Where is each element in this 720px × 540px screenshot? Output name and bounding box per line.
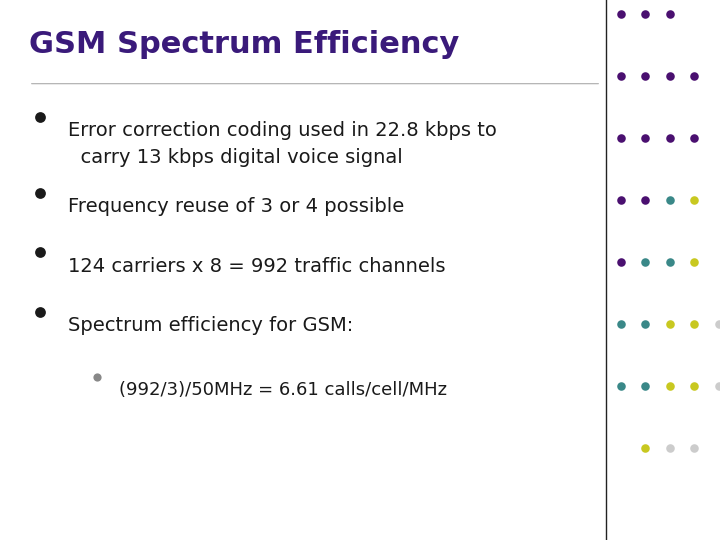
Text: Spectrum efficiency for GSM:: Spectrum efficiency for GSM: bbox=[68, 316, 354, 335]
Point bbox=[664, 195, 675, 204]
Text: GSM Spectrum Efficiency: GSM Spectrum Efficiency bbox=[29, 30, 459, 59]
Point bbox=[34, 307, 45, 316]
Point bbox=[639, 320, 651, 328]
Point bbox=[615, 382, 626, 390]
Point bbox=[664, 320, 675, 328]
Text: (992/3)/50MHz = 6.61 calls/cell/MHz: (992/3)/50MHz = 6.61 calls/cell/MHz bbox=[119, 381, 447, 399]
Point bbox=[639, 382, 651, 390]
Text: 124 carriers x 8 = 992 traffic channels: 124 carriers x 8 = 992 traffic channels bbox=[68, 256, 446, 275]
Text: Error correction coding used in 22.8 kbps to
  carry 13 kbps digital voice signa: Error correction coding used in 22.8 kbp… bbox=[68, 122, 498, 167]
Point bbox=[713, 320, 720, 328]
Point bbox=[688, 382, 700, 390]
Point bbox=[34, 188, 45, 197]
Point bbox=[639, 71, 651, 80]
Point bbox=[34, 113, 45, 122]
Point bbox=[615, 9, 626, 18]
Point bbox=[639, 195, 651, 204]
Text: Frequency reuse of 3 or 4 possible: Frequency reuse of 3 or 4 possible bbox=[68, 197, 405, 216]
Point bbox=[688, 320, 700, 328]
Point bbox=[688, 195, 700, 204]
Point bbox=[34, 248, 45, 256]
Point bbox=[639, 258, 651, 266]
Point bbox=[713, 382, 720, 390]
Point bbox=[664, 258, 675, 266]
Point bbox=[615, 258, 626, 266]
Point bbox=[664, 382, 675, 390]
Point bbox=[639, 444, 651, 453]
Point bbox=[688, 133, 700, 142]
Point bbox=[688, 444, 700, 453]
Point bbox=[664, 133, 675, 142]
Point bbox=[615, 133, 626, 142]
Point bbox=[639, 9, 651, 18]
Point bbox=[615, 320, 626, 328]
Point bbox=[664, 71, 675, 80]
Point bbox=[615, 71, 626, 80]
Point bbox=[615, 195, 626, 204]
Point bbox=[688, 258, 700, 266]
Point bbox=[688, 71, 700, 80]
Point bbox=[664, 444, 675, 453]
Point bbox=[91, 373, 103, 382]
Point bbox=[639, 133, 651, 142]
Point bbox=[664, 9, 675, 18]
